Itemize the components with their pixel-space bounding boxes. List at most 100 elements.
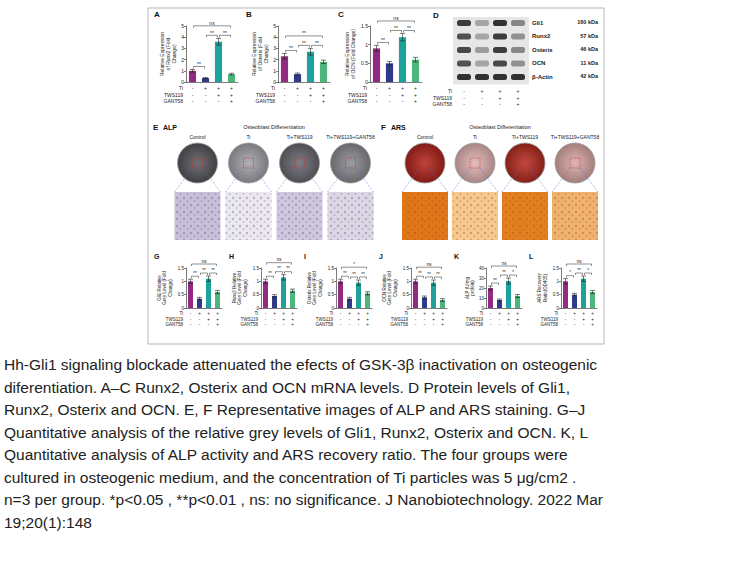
svg-text:-: - [402, 98, 404, 104]
svg-text:TWS119: TWS119 [541, 317, 559, 322]
svg-text:G: G [154, 253, 160, 260]
svg-text:-: - [340, 317, 342, 322]
svg-text:Ti+TWS119+GANT58: Ti+TWS119+GANT58 [551, 134, 600, 140]
svg-text:**: ** [352, 272, 356, 277]
svg-text:Ti: Ti [329, 311, 333, 316]
svg-text:protein): protein) [470, 280, 475, 296]
svg-text:Ti: Ti [179, 85, 183, 91]
svg-text:5: 5 [181, 23, 184, 29]
svg-text:ns: ns [209, 20, 215, 26]
svg-text:+: + [481, 88, 484, 94]
svg-text:F: F [381, 123, 386, 132]
svg-text:1: 1 [331, 279, 334, 284]
svg-text:+: + [216, 317, 219, 322]
svg-text:-: - [358, 322, 360, 327]
svg-text:ns: ns [202, 259, 208, 264]
svg-text:0.5: 0.5 [178, 292, 185, 297]
svg-text:Ti+TWS119+GANT58: Ti+TWS119+GANT58 [326, 134, 375, 140]
svg-text:+: + [366, 311, 369, 316]
svg-text:+: + [309, 92, 312, 98]
svg-text:-: - [349, 322, 351, 327]
svg-text:+: + [517, 88, 520, 94]
svg-text:Ti: Ti [254, 311, 258, 316]
svg-text:1: 1 [365, 42, 368, 48]
svg-text:+: + [388, 85, 391, 91]
svg-text:Grey Level (Fold: Grey Level (Fold [387, 271, 392, 305]
svg-text:-: - [424, 322, 426, 327]
svg-text:1.5: 1.5 [178, 266, 185, 271]
svg-text:Runx2 Relative: Runx2 Relative [232, 272, 237, 303]
svg-text:57 kDa: 57 kDa [580, 33, 599, 39]
svg-text:GANT58: GANT58 [465, 322, 483, 327]
svg-text:of OCN (Fold Change): of OCN (Fold Change) [350, 29, 356, 79]
svg-text:Ti: Ti [473, 134, 477, 140]
svg-text:+: + [582, 311, 585, 316]
svg-text:GANT58: GANT58 [540, 322, 558, 327]
svg-text:ARS Recovery: ARS Recovery [537, 272, 542, 302]
svg-text:0.5: 0.5 [328, 292, 335, 297]
svg-text:0: 0 [331, 306, 334, 311]
svg-text:*: * [512, 270, 514, 275]
svg-text:0.5: 0.5 [361, 60, 368, 66]
svg-text:+: + [507, 311, 510, 316]
svg-text:+: + [291, 311, 294, 316]
svg-text:5: 5 [273, 23, 276, 29]
svg-text:**: ** [289, 45, 293, 51]
svg-text:+: + [591, 311, 594, 316]
svg-text:**: ** [381, 37, 385, 43]
svg-text:1.5: 1.5 [253, 266, 260, 271]
svg-text:+: + [207, 317, 210, 322]
svg-text:-: - [463, 95, 465, 101]
svg-text:+: + [414, 85, 417, 91]
svg-text:+: + [322, 98, 325, 104]
svg-text:-: - [508, 322, 510, 327]
svg-text:10: 10 [479, 296, 485, 301]
svg-text:1.5: 1.5 [328, 266, 335, 271]
svg-text:**: ** [493, 278, 497, 283]
svg-text:J: J [379, 253, 383, 260]
svg-text:-: - [583, 322, 585, 327]
svg-text:ns: ns [393, 15, 399, 21]
svg-text:ns: ns [502, 261, 508, 266]
svg-text:1.5: 1.5 [361, 23, 368, 29]
svg-text:-: - [463, 88, 465, 94]
svg-text:ns: ns [277, 257, 283, 262]
svg-text:β-Actin: β-Actin [532, 74, 553, 80]
svg-text:GANT58: GANT58 [164, 98, 184, 104]
svg-text:**: ** [394, 25, 398, 31]
svg-text:+: + [414, 98, 417, 104]
svg-text:C: C [338, 10, 344, 19]
svg-text:**: ** [361, 272, 365, 277]
svg-text:0: 0 [406, 306, 409, 311]
svg-text:+: + [591, 322, 594, 327]
svg-text:+: + [282, 317, 285, 322]
svg-text:**: ** [407, 25, 411, 31]
svg-text:Change): Change) [243, 279, 248, 297]
svg-text:0: 0 [273, 79, 276, 85]
svg-text:-: - [499, 101, 501, 107]
svg-text:TWS119: TWS119 [316, 317, 334, 322]
svg-text:+: + [499, 88, 502, 94]
svg-text:3: 3 [181, 45, 184, 51]
svg-text:-: - [274, 322, 276, 327]
svg-text:Ti: Ti [554, 311, 558, 316]
svg-text:+: + [207, 311, 210, 316]
svg-text:Grey Level (Fold: Grey Level (Fold [312, 271, 317, 305]
svg-text:-: - [565, 317, 567, 322]
svg-text:-: - [265, 322, 267, 327]
svg-text:Osteoblast Differentiation: Osteoblast Differentiation [469, 124, 531, 130]
svg-text:Osterix Relative: Osterix Relative [307, 272, 312, 304]
svg-text:-: - [199, 322, 201, 327]
svg-text:*: * [587, 268, 589, 273]
svg-text:0: 0 [256, 306, 259, 311]
svg-text:**: ** [286, 266, 290, 271]
svg-text:**: ** [315, 40, 319, 46]
svg-text:**: ** [302, 40, 306, 46]
svg-text:+: + [217, 92, 220, 98]
svg-text:1.5: 1.5 [403, 266, 410, 271]
svg-text:+: + [441, 317, 444, 322]
svg-text:TWS119: TWS119 [256, 92, 275, 98]
svg-text:-: - [297, 98, 299, 104]
svg-text:1: 1 [273, 68, 276, 74]
svg-text:GANT58: GANT58 [390, 322, 408, 327]
